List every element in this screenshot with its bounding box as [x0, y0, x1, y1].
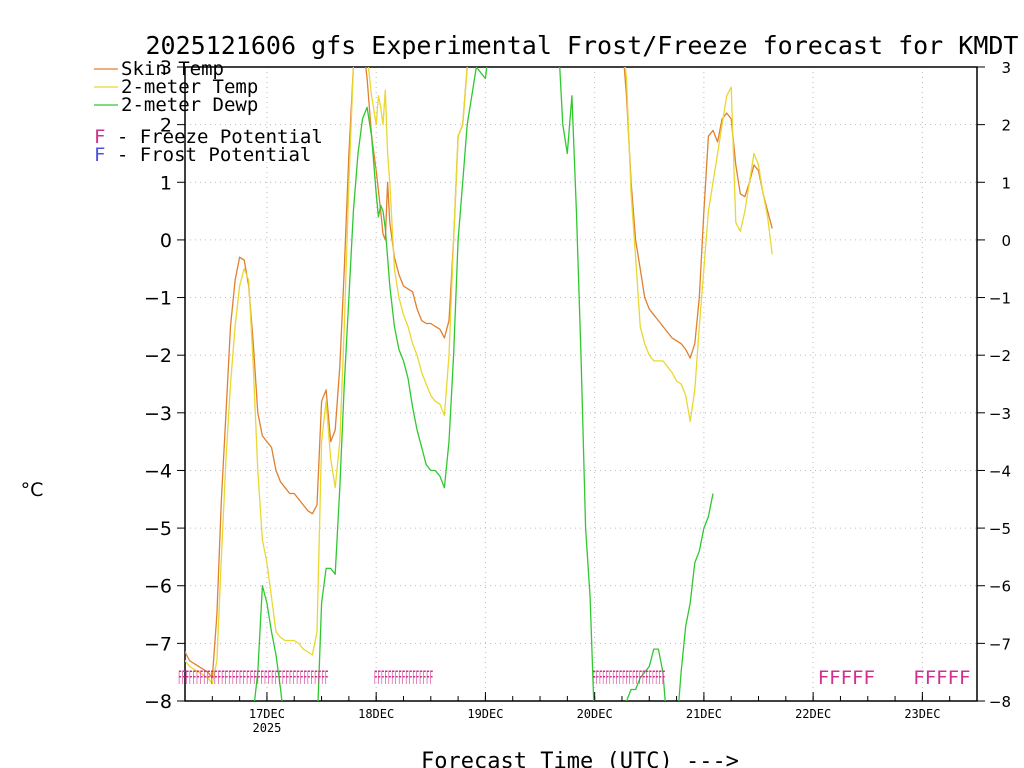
freeze-flag-row: FFFFF: [913, 667, 970, 689]
y-tick-label: −3: [144, 403, 172, 425]
x-tick-label: 21DEC: [686, 707, 722, 721]
x-tick-label: 22DEC: [795, 707, 831, 721]
y-tick-label: 2: [160, 115, 172, 137]
x-tick-label: 19DEC: [467, 707, 503, 721]
y-tick-label: 3: [160, 57, 172, 79]
y-tick-label: 0: [160, 230, 172, 252]
freeze-flag-row: FFFFFFFFFFFFFFFFF: [374, 667, 433, 689]
plot-frame: [184, 66, 978, 702]
freeze-flags: FFFFFFFFFFFFFFFFFFFFFFFFFFFFFFFFFFFFFFFF…: [178, 667, 970, 689]
x-tick-label: 23DEC: [904, 707, 940, 721]
y-tick-label: −8: [144, 691, 172, 713]
y-tick-label: −5: [144, 518, 172, 540]
y-tick-label-right: −8: [989, 693, 1011, 711]
y-tick-label-right: −4: [989, 462, 1011, 480]
y-tick-label: −7: [144, 633, 172, 655]
series-line-2-meter-dewp: [253, 67, 714, 701]
y-tick-label-right: −1: [989, 290, 1011, 308]
y-axis-ticks: −8 −8 −7 −7 −6 −6 −5 −5 −4 −4 −3 −3 −2 −2 −1 −1 0 0 1 1 2 2 3 3: [144, 57, 1011, 713]
series-line-2-meter-temp: [185, 67, 773, 685]
y-tick-label-right: −2: [989, 347, 1011, 365]
y-tick-label-right: −7: [989, 635, 1011, 653]
freeze-flag-row: FFFFFFFFFFFFFFFFFFFFFFFFFFFFFFFFFFFFFFFF…: [178, 667, 328, 689]
y-tick-label-right: 3: [1001, 59, 1011, 77]
series-line-skin-temp: [185, 67, 773, 679]
y-tick-label-right: −6: [989, 578, 1011, 596]
flag-legend-entry: F - Freeze Potential: [94, 126, 323, 148]
y-tick-label-right: 1: [1001, 174, 1011, 192]
freeze-flag-row: FFFFFFFFFFFFFFFFFFFFFF: [592, 667, 665, 689]
x-axis-label: Forecast Time (UTC) --->: [421, 749, 739, 768]
series-lines: [185, 67, 773, 701]
y-tick-label-right: −3: [989, 405, 1011, 423]
freeze-flag-row: FFFFF: [818, 667, 875, 689]
y-tick-label-right: −5: [989, 520, 1011, 538]
y-tick-label: −1: [144, 288, 172, 310]
y-tick-label: −6: [144, 576, 172, 598]
legend-label: 2-meter Dewp: [121, 94, 258, 116]
chart-title: 2025121606 gfs Experimental Frost/Freeze…: [146, 31, 1019, 60]
legend-label: 2-meter Temp: [121, 76, 258, 98]
x-tick-label: 20DEC: [577, 707, 613, 721]
legend-label: Skin Temp: [121, 58, 224, 80]
y-tick-label: −2: [144, 345, 172, 367]
x-tick-sublabel: 2025: [252, 721, 281, 735]
y-tick-label: 1: [160, 172, 172, 194]
y-tick-label: −4: [144, 460, 172, 482]
y-axis-label: °C: [21, 479, 44, 501]
x-tick-label: 17DEC: [249, 707, 285, 721]
y-tick-label-right: 2: [1001, 117, 1011, 135]
y-tick-label-right: 0: [1001, 232, 1011, 250]
x-tick-label: 18DEC: [358, 707, 394, 721]
flag-legend-entry: F - Frost Potential: [94, 144, 311, 166]
grid: [185, 67, 977, 701]
